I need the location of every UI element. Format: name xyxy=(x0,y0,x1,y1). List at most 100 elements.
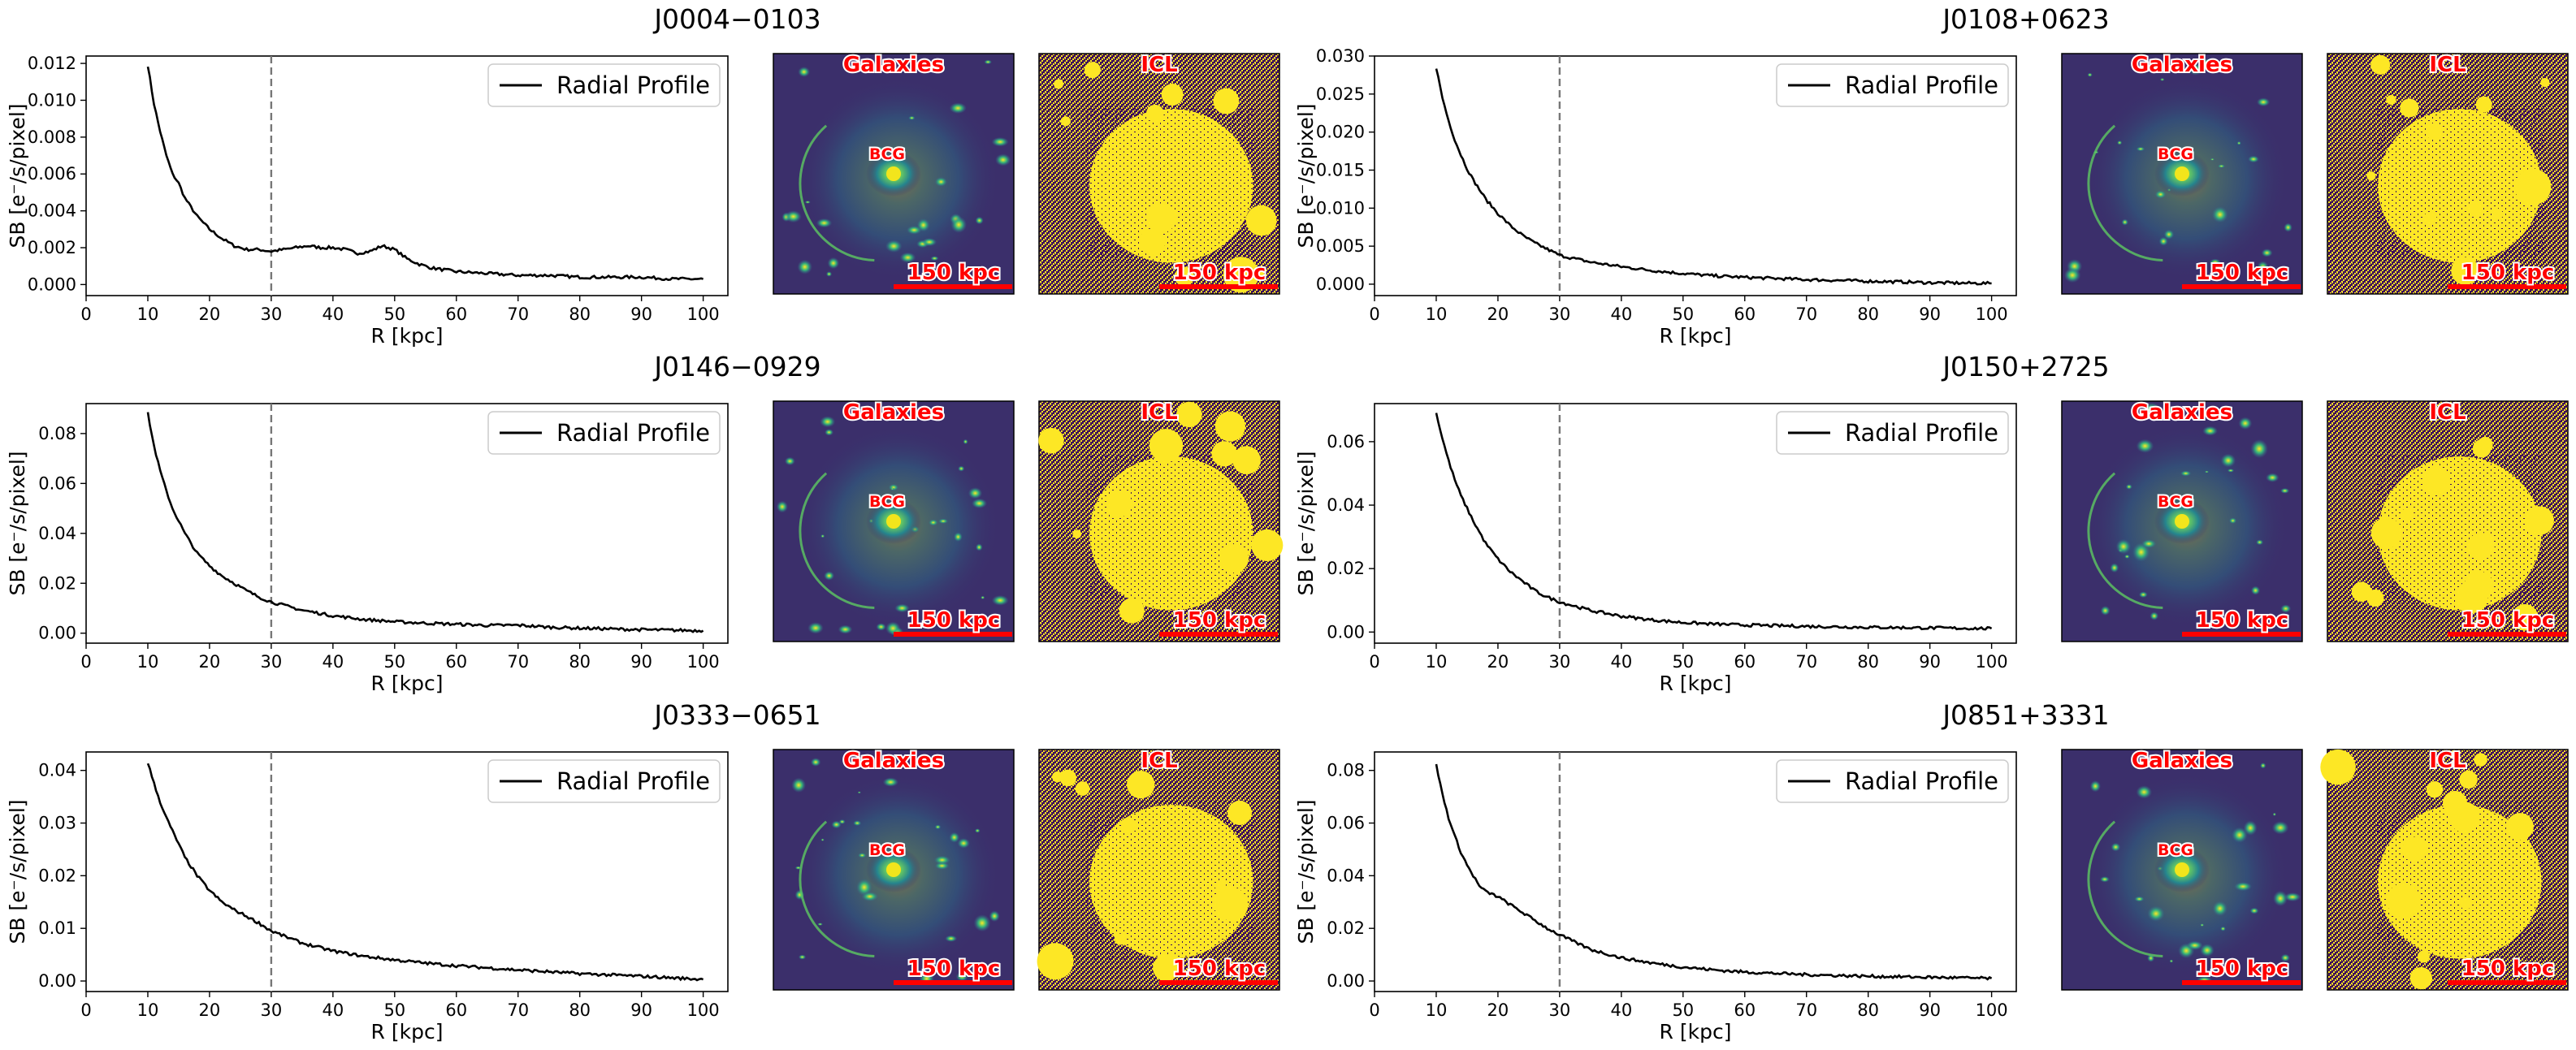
x-axis-label: R [kpc] xyxy=(371,324,444,348)
galaxy-blob xyxy=(2117,140,2123,145)
galaxy-blob xyxy=(2280,953,2290,962)
galaxy-blob xyxy=(2250,439,2268,459)
scalebar-label: 150 kpc xyxy=(1173,261,1266,285)
bcg-core xyxy=(2175,862,2189,877)
icl-blob xyxy=(1211,441,1237,467)
x-tick-label: 50 xyxy=(1672,305,1694,324)
y-tick-label: 0.015 xyxy=(1316,160,1365,179)
galaxy-blob xyxy=(929,519,938,526)
icl-blob xyxy=(1251,529,1284,561)
plot-frame xyxy=(1374,55,2017,296)
galaxy-blob xyxy=(797,259,812,274)
y-tick-label: 0.08 xyxy=(38,424,76,443)
icl-blob xyxy=(2467,532,2495,560)
x-tick-label: 30 xyxy=(261,1000,283,1020)
y-axis-label: SB [e⁻/s/pixel] xyxy=(6,103,29,248)
galaxy-blob xyxy=(2154,190,2167,199)
galaxy-blob xyxy=(945,935,958,942)
icl-label: ICL xyxy=(2429,749,2466,773)
x-tick-label: 80 xyxy=(569,305,591,324)
icl-blob xyxy=(2400,98,2419,118)
x-tick-label: 30 xyxy=(1549,305,1571,324)
y-tick-label: 0.02 xyxy=(1327,918,1365,938)
y-tick-label: 0.03 xyxy=(38,814,76,833)
scalebar-label: 150 kpc xyxy=(2196,957,2289,981)
cluster-panel: J0333−0651 0 10 20 30 40 50 60 70 80 90 100 0.00 0.01… xyxy=(6,699,1280,1044)
galaxy-blob xyxy=(838,624,853,634)
icl-image: ICL 150 kpc xyxy=(2320,747,2569,991)
panel-title: J0004−0103 xyxy=(652,3,820,35)
icl-blob xyxy=(2409,966,2433,990)
icl-blob xyxy=(1174,266,1194,287)
icl-blob xyxy=(2425,123,2442,140)
y-tick-label: 0.02 xyxy=(1327,559,1365,578)
galaxy-blob xyxy=(2138,591,2148,598)
galaxy-blob xyxy=(2147,905,2165,922)
galaxy-blob xyxy=(934,176,948,187)
galaxy-blob xyxy=(2111,842,2121,852)
cluster-panel: J0851+3331 0 10 20 30 40 50 60 70 80 90 100 0.00 0.02… xyxy=(1294,699,2569,1044)
icl-blob xyxy=(2451,257,2479,285)
scalebar-label: 150 kpc xyxy=(2196,261,2289,285)
legend-box xyxy=(487,759,721,803)
x-tick-label: 40 xyxy=(322,1000,344,1020)
galaxy-blob xyxy=(2110,563,2119,573)
galaxies-label: Galaxies xyxy=(2132,749,2232,773)
y-tick-label: 0.06 xyxy=(1327,432,1365,452)
icl-blob xyxy=(2459,770,2478,789)
galaxy-blob xyxy=(825,271,833,277)
y-tick-label: 0.04 xyxy=(1327,495,1365,515)
x-tick-label: 10 xyxy=(137,652,159,672)
icl-blob xyxy=(1072,529,1082,539)
icl-blob xyxy=(2525,506,2554,535)
galaxy-blob xyxy=(2271,821,2289,835)
scalebar-label: 150 kpc xyxy=(907,608,1001,633)
galaxy-blob xyxy=(2249,907,2259,914)
plot-frame xyxy=(85,751,729,992)
galaxy-blob xyxy=(953,532,963,542)
legend-box xyxy=(1776,411,2009,455)
galaxy-blob xyxy=(2099,876,2110,883)
icl-blob xyxy=(2423,211,2437,225)
galaxy-blob xyxy=(975,543,983,551)
galaxies-label: Galaxies xyxy=(2132,53,2232,77)
bcg-label: BCG xyxy=(2158,493,2193,511)
y-tick-label: 0.030 xyxy=(1316,46,1365,66)
galaxy-blob xyxy=(949,832,960,843)
x-tick-label: 70 xyxy=(507,652,529,672)
panel-title: J0150+2725 xyxy=(1941,351,2109,382)
radial-profile-line xyxy=(146,412,704,633)
x-tick-label: 30 xyxy=(261,652,283,672)
icl-blob xyxy=(1127,770,1155,799)
galaxy-blob xyxy=(995,153,1011,166)
icl-blob xyxy=(1213,88,1240,115)
galaxy-blob xyxy=(2280,604,2292,613)
icl-blob xyxy=(1075,781,1090,796)
galaxy-blob xyxy=(853,820,862,827)
icl-blob xyxy=(2511,603,2539,631)
galaxy-blob xyxy=(906,225,922,235)
y-tick-label: 0.000 xyxy=(28,274,76,294)
galaxy-blob xyxy=(2134,896,2145,902)
panel-title: J0851+3331 xyxy=(1941,699,2109,731)
x-tick-label: 80 xyxy=(569,1000,591,1020)
galaxy-blob xyxy=(807,622,824,634)
icl-blob xyxy=(2467,201,2483,216)
icl-image: ICL 150 kpc xyxy=(2327,399,2569,642)
galaxy-blob xyxy=(882,777,898,787)
x-tick-label: 70 xyxy=(507,1000,529,1020)
galaxy-blob xyxy=(2284,223,2292,232)
panel-title: J0146−0929 xyxy=(652,351,820,382)
galaxy-blob xyxy=(810,758,821,767)
galaxy-blob xyxy=(2125,484,2132,490)
galaxy-blob xyxy=(921,237,937,247)
galaxy-blob xyxy=(2236,140,2241,145)
galaxy-blob xyxy=(861,892,879,901)
y-tick-label: 0.002 xyxy=(28,238,76,257)
x-tick-label: 50 xyxy=(383,1000,405,1020)
galaxy-blob xyxy=(2238,417,2253,430)
galaxy-blob xyxy=(2136,785,2153,799)
legend-label: Radial Profile xyxy=(556,71,710,99)
plot-frame xyxy=(85,403,729,644)
scalebar xyxy=(894,632,1012,637)
